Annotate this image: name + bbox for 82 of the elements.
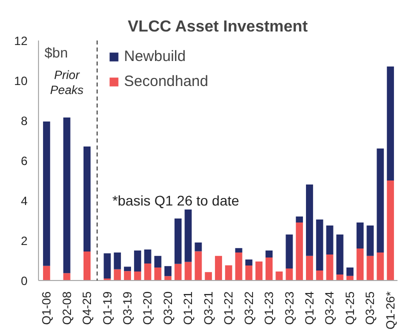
x-tick-label: Q1-06 <box>40 291 54 325</box>
x-tick-label: Q3-20 <box>160 291 175 325</box>
x-tick-label: Q4-25 <box>80 291 94 325</box>
bar <box>356 222 364 248</box>
bar <box>245 260 252 266</box>
bar <box>336 234 344 274</box>
bar <box>184 262 192 280</box>
bar <box>276 272 283 280</box>
x-tick-label: Q1-25 <box>342 291 357 325</box>
legend-label: Secondhand <box>124 73 208 90</box>
bar <box>114 269 121 280</box>
y-tick-label: 10 <box>14 74 28 88</box>
legend-label: Newbuild <box>124 48 186 65</box>
bar <box>104 253 111 278</box>
bar <box>266 250 273 258</box>
chart-title: VLCC Asset Investment <box>128 18 308 36</box>
bar <box>366 226 374 256</box>
bar <box>366 256 374 280</box>
x-tick-label: Q1-22 <box>222 291 236 325</box>
x-tick-label: Q3-25 <box>363 291 378 325</box>
bar <box>386 180 394 280</box>
x-tick-label: Q1-23 <box>262 291 276 325</box>
bar <box>174 218 182 264</box>
bar <box>184 210 192 262</box>
x-tick-label: Q3-24 <box>322 291 337 325</box>
bar <box>336 274 344 280</box>
bar <box>245 266 252 280</box>
bar <box>316 220 324 270</box>
y-tick-label: 2 <box>20 234 28 248</box>
bar <box>194 251 202 280</box>
bar <box>326 226 334 254</box>
bar <box>296 222 303 280</box>
bar <box>144 250 152 264</box>
x-tick-label: Q1-19 <box>100 291 114 325</box>
bar <box>286 234 293 268</box>
x-tick-label: Q3-21 <box>201 291 216 325</box>
y-tick-label: 4 <box>20 194 28 208</box>
bar <box>376 148 384 252</box>
bar <box>266 258 273 280</box>
bar <box>386 66 394 180</box>
x-tick-label: Q1-26* <box>383 291 398 330</box>
bar <box>154 268 162 280</box>
bar <box>134 272 142 280</box>
bar <box>296 216 303 222</box>
bar <box>286 268 293 280</box>
bar <box>164 266 172 276</box>
bar <box>174 264 182 280</box>
bar <box>114 252 121 270</box>
bar <box>214 256 222 280</box>
y-tick-label: 8 <box>20 114 28 128</box>
bar <box>154 256 162 268</box>
bar <box>235 252 242 280</box>
bar <box>306 184 314 256</box>
bar <box>306 256 314 280</box>
y-tick-label: 6 <box>20 154 28 168</box>
bar <box>164 276 172 280</box>
y-tick-label: 0 <box>20 274 28 288</box>
bar <box>346 268 354 276</box>
bar <box>134 250 142 272</box>
annotation: *basis Q1 26 to date <box>112 192 240 208</box>
x-tick-label: Q3-22 <box>242 291 256 325</box>
x-tick-label: Q3-19 <box>120 291 134 325</box>
x-tick-label: Q1-24 <box>302 291 317 325</box>
x-tick-label: Q2-08 <box>60 291 74 325</box>
bar <box>376 252 384 280</box>
annotation: Prior Peaks <box>50 68 84 98</box>
bar <box>124 271 132 280</box>
bar <box>326 254 334 280</box>
bar <box>356 248 364 280</box>
bar <box>194 242 202 252</box>
bar <box>316 270 324 280</box>
bar <box>235 248 242 252</box>
y-tick-label: 12 <box>14 34 28 48</box>
bar <box>204 272 212 280</box>
bar <box>144 264 152 280</box>
x-tick-label: Q3-23 <box>282 291 296 325</box>
bar <box>225 265 232 280</box>
x-tick-label: Q1-20 <box>140 291 155 325</box>
y-axis-title: $bn <box>44 44 68 60</box>
bar <box>255 262 262 280</box>
x-tick-label: Q1-21 <box>181 291 196 325</box>
bar <box>124 266 132 272</box>
